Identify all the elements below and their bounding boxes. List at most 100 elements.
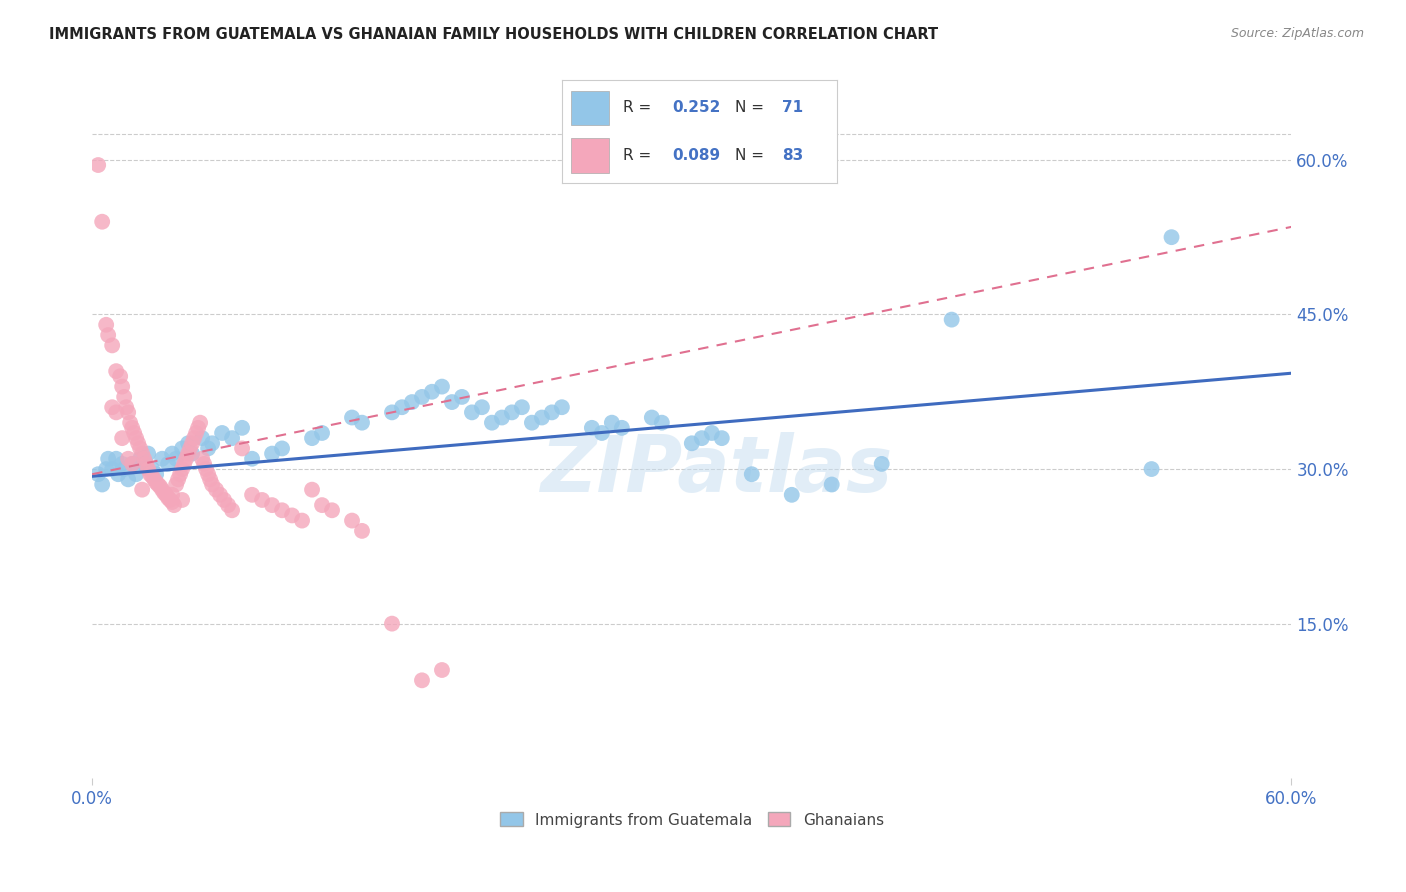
Point <box>591 425 613 440</box>
Point <box>165 451 187 466</box>
Point <box>340 410 363 425</box>
Point <box>780 488 803 502</box>
Point <box>271 503 294 517</box>
Point <box>101 338 124 352</box>
Point <box>174 451 197 466</box>
Point <box>471 401 494 415</box>
Point <box>411 673 433 688</box>
Text: N =: N = <box>735 101 769 115</box>
Point <box>111 457 134 471</box>
Point <box>581 421 603 435</box>
Point <box>167 472 190 486</box>
Point <box>141 462 163 476</box>
Point <box>145 475 167 490</box>
Point <box>169 467 191 482</box>
Point <box>117 405 139 419</box>
Point <box>121 457 143 471</box>
Point <box>350 524 373 538</box>
Point <box>87 158 110 172</box>
Point <box>122 425 145 440</box>
Point <box>941 312 963 326</box>
Point <box>541 405 564 419</box>
Point <box>131 483 153 497</box>
Point <box>350 416 373 430</box>
Point <box>91 215 114 229</box>
Point <box>107 467 129 482</box>
Point <box>401 395 423 409</box>
Point <box>115 401 138 415</box>
Point <box>600 416 623 430</box>
Point <box>177 436 200 450</box>
Point <box>461 405 484 419</box>
Point <box>160 488 183 502</box>
Point <box>188 416 211 430</box>
Point <box>129 451 152 466</box>
Point <box>451 390 474 404</box>
Point <box>340 514 363 528</box>
Point <box>321 503 343 517</box>
Point <box>181 436 204 450</box>
Point <box>160 495 183 509</box>
Point <box>87 467 110 482</box>
Point <box>127 436 149 450</box>
Point <box>262 498 284 512</box>
Point <box>134 451 156 466</box>
Point <box>143 472 166 486</box>
Point <box>187 421 209 435</box>
Point <box>700 425 723 440</box>
Point <box>184 425 207 440</box>
Point <box>173 457 195 471</box>
Text: 83: 83 <box>782 148 803 162</box>
Text: R =: R = <box>623 101 655 115</box>
Point <box>311 425 333 440</box>
Point <box>191 431 214 445</box>
Point <box>117 472 139 486</box>
Point <box>149 479 172 493</box>
Text: 0.089: 0.089 <box>672 148 720 162</box>
Point <box>690 431 713 445</box>
Point <box>205 483 228 497</box>
Point <box>681 436 703 450</box>
Point <box>155 488 177 502</box>
Point <box>179 442 201 456</box>
Point <box>530 410 553 425</box>
Point <box>177 447 200 461</box>
Point <box>281 508 304 523</box>
Point <box>197 442 219 456</box>
Text: R =: R = <box>623 148 655 162</box>
Point <box>157 457 180 471</box>
Point <box>131 447 153 461</box>
Point <box>125 431 148 445</box>
Point <box>120 416 142 430</box>
Text: Source: ZipAtlas.com: Source: ZipAtlas.com <box>1230 27 1364 40</box>
Point <box>651 416 673 430</box>
Point <box>111 431 134 445</box>
Point <box>183 431 205 445</box>
Point <box>181 447 204 461</box>
Point <box>97 328 120 343</box>
Point <box>172 442 194 456</box>
Point <box>117 451 139 466</box>
Point <box>821 477 844 491</box>
Point <box>125 467 148 482</box>
FancyBboxPatch shape <box>571 137 609 173</box>
Point <box>201 436 224 450</box>
Legend: Immigrants from Guatemala, Ghanaians: Immigrants from Guatemala, Ghanaians <box>494 806 890 834</box>
Point <box>105 405 128 419</box>
Point <box>201 477 224 491</box>
Point <box>520 416 543 430</box>
Point <box>91 477 114 491</box>
Point <box>212 493 235 508</box>
Point <box>97 451 120 466</box>
Point <box>481 416 503 430</box>
Point <box>250 493 273 508</box>
Point <box>191 451 214 466</box>
Point <box>240 488 263 502</box>
Point <box>741 467 763 482</box>
Point <box>430 379 453 393</box>
Point <box>141 469 163 483</box>
Point <box>209 488 232 502</box>
Point <box>291 514 314 528</box>
Text: N =: N = <box>735 148 769 162</box>
Point <box>193 457 215 471</box>
